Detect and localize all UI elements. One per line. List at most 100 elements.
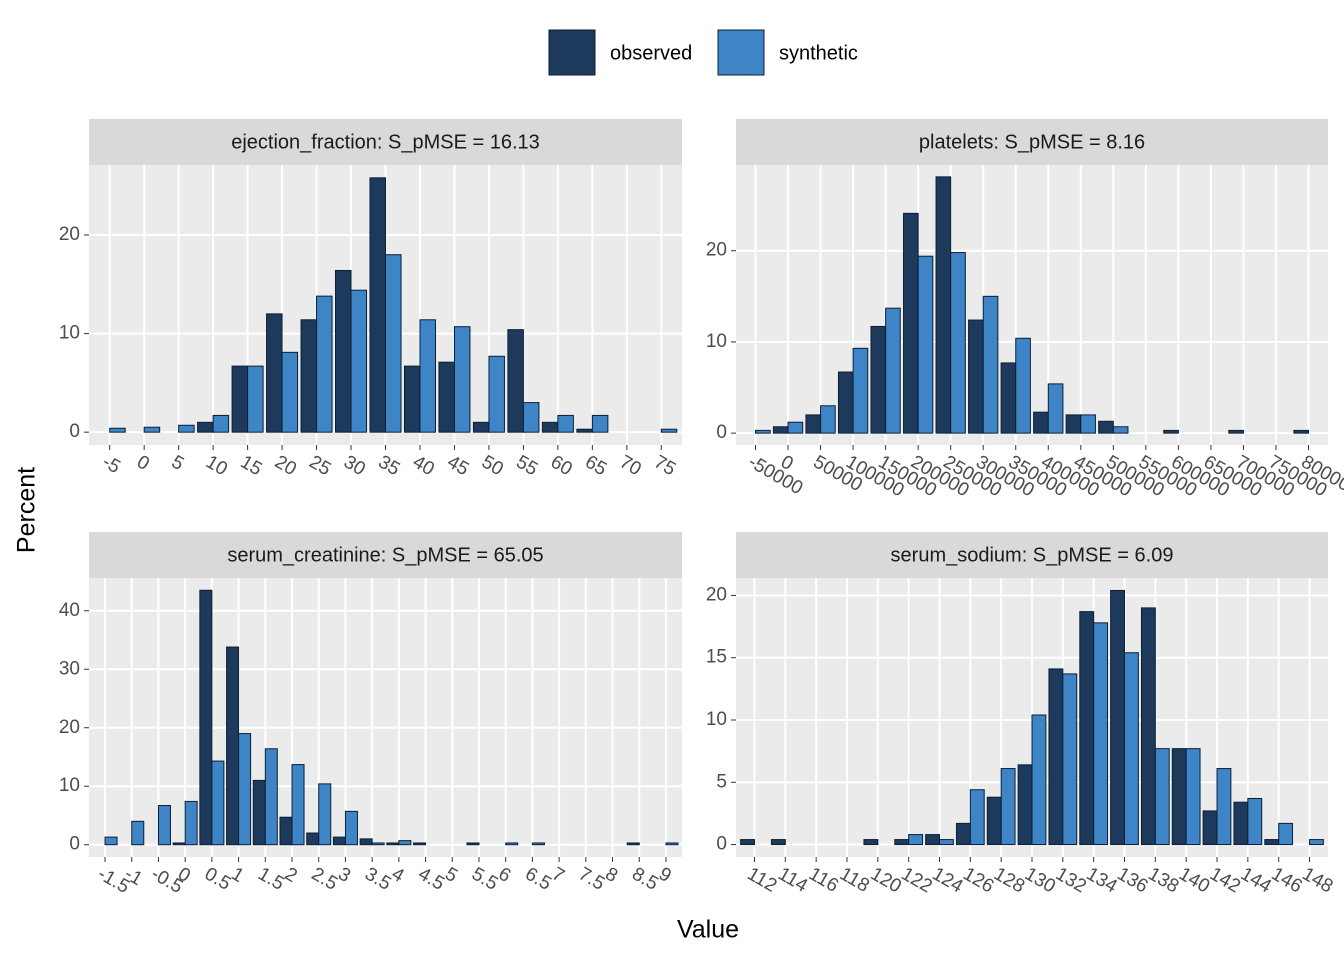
x-tick-label: 5 — [168, 451, 188, 474]
bar — [386, 842, 400, 846]
bar — [925, 834, 940, 846]
y-tick-label: 20 — [59, 224, 80, 245]
bar — [157, 805, 171, 846]
bar — [226, 646, 240, 846]
x-tick-label: 55 — [512, 451, 541, 480]
bar — [917, 255, 934, 434]
bar — [1031, 714, 1047, 846]
bar — [488, 355, 505, 433]
bar — [820, 405, 836, 434]
bar — [939, 839, 954, 846]
bar — [1017, 764, 1033, 846]
x-tick-label: 7 — [548, 863, 568, 886]
bar — [252, 779, 266, 846]
bar — [870, 325, 887, 434]
bar — [955, 822, 971, 846]
bar — [212, 414, 230, 433]
y-tick-label: 20 — [59, 717, 80, 738]
bar — [109, 427, 126, 433]
legend-swatch — [717, 29, 765, 76]
bar — [438, 361, 455, 433]
x-tick-label: 60 — [547, 451, 576, 480]
x-tick-label: 2 — [281, 863, 301, 886]
x-tick-label: 5 — [441, 863, 461, 886]
x-tick-label: 25 — [306, 451, 335, 480]
y-tick-label: 5 — [716, 771, 727, 792]
bar — [1098, 420, 1114, 434]
bar — [950, 252, 966, 434]
bar — [466, 842, 480, 846]
bar — [505, 842, 519, 846]
bar — [908, 834, 924, 846]
bar — [369, 177, 387, 433]
bar — [1264, 839, 1280, 846]
bar — [211, 760, 225, 846]
y-tick-label: 0 — [716, 422, 727, 443]
strip — [736, 532, 1328, 578]
bar — [894, 839, 910, 846]
strip — [89, 532, 682, 578]
bar — [279, 816, 293, 846]
bar — [1233, 801, 1249, 846]
panel-title: ejection_fraction: S_pMSE = 16.13 — [231, 131, 540, 153]
y-tick-label: 10 — [59, 775, 80, 796]
bar — [1278, 822, 1294, 846]
bar — [1185, 748, 1201, 846]
bar — [318, 783, 332, 846]
bar — [306, 832, 320, 846]
bar — [1140, 607, 1156, 846]
bar — [1062, 673, 1078, 846]
bar — [199, 589, 213, 846]
bar — [316, 295, 333, 433]
x-axis-label: Value — [677, 916, 739, 944]
y-tick-label: 40 — [59, 600, 80, 621]
panel-title: serum_sodium: S_pMSE = 6.09 — [891, 544, 1174, 566]
legend-label: synthetic — [779, 42, 858, 64]
bar — [1216, 768, 1232, 846]
bar — [557, 414, 574, 433]
bar — [371, 842, 385, 846]
bar — [1293, 429, 1309, 434]
y-tick-label: 20 — [706, 240, 727, 261]
y-tick-label: 0 — [69, 834, 80, 855]
bar — [300, 319, 318, 433]
bar — [172, 842, 186, 846]
x-tick-label: 10 — [202, 451, 231, 480]
bar — [1080, 414, 1096, 434]
bar — [178, 424, 195, 433]
y-tick-label: 10 — [706, 331, 727, 352]
x-tick-label: 65 — [581, 451, 610, 480]
panel-title: serum_creatinine: S_pMSE = 65.05 — [227, 544, 543, 566]
bar — [986, 796, 1002, 846]
panel — [736, 165, 1328, 445]
bar — [184, 800, 198, 846]
bar — [264, 748, 278, 846]
x-tick-label: 3 — [334, 863, 354, 886]
bar — [413, 842, 427, 846]
y-axis-label: Percent — [13, 467, 41, 553]
x-tick-label: 9 — [655, 863, 675, 886]
bar — [247, 365, 264, 433]
bar — [344, 810, 358, 846]
bar — [1309, 839, 1324, 846]
bar — [1202, 810, 1218, 846]
bar — [772, 426, 789, 434]
bar — [969, 789, 985, 846]
bar — [935, 176, 952, 434]
x-tick-label: 20 — [271, 451, 300, 480]
bar — [665, 842, 679, 846]
bar — [863, 839, 879, 846]
x-tick-label: 148 — [1298, 863, 1336, 897]
bar — [1065, 414, 1082, 434]
bar — [1015, 337, 1031, 434]
bar — [398, 840, 412, 846]
bar — [531, 842, 545, 846]
panel-title: platelets: S_pMSE = 8.16 — [919, 131, 1145, 153]
x-tick-label: 40 — [409, 451, 438, 480]
bar — [131, 820, 145, 846]
strip — [89, 119, 682, 165]
bar — [982, 295, 999, 434]
x-tick-label: 15 — [237, 451, 266, 480]
y-tick-label: 10 — [59, 323, 80, 344]
bar — [885, 307, 901, 434]
